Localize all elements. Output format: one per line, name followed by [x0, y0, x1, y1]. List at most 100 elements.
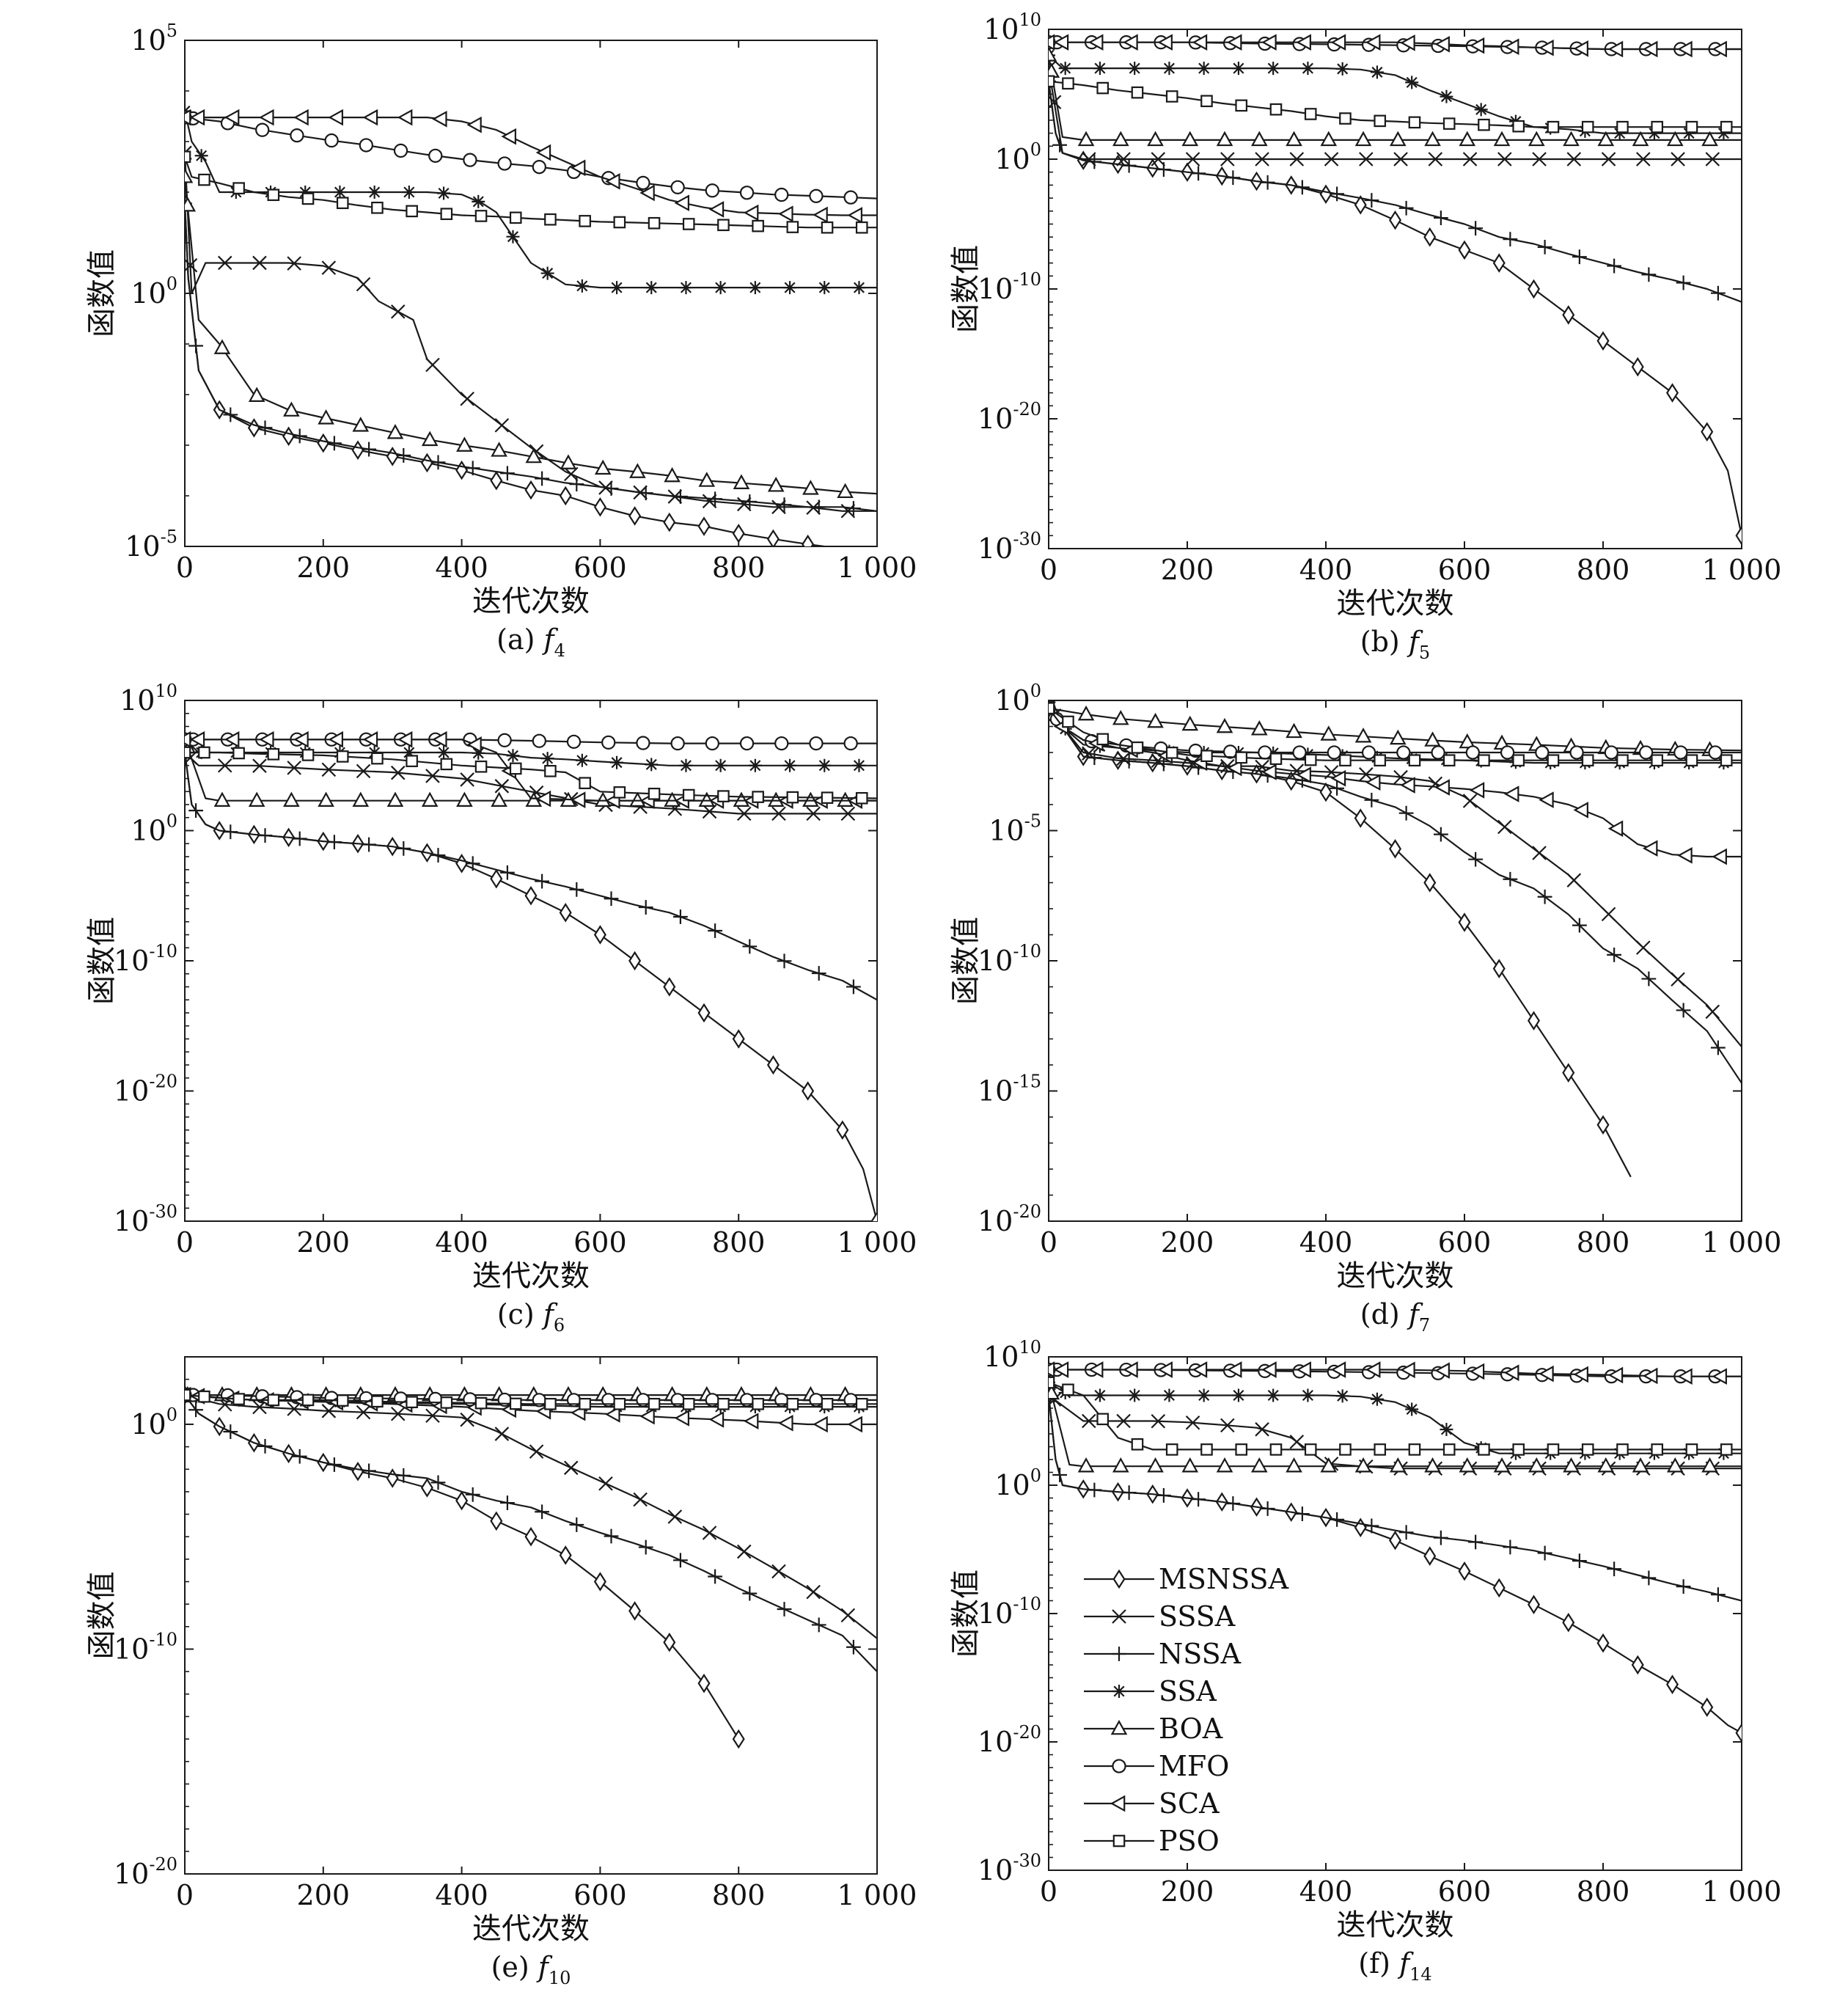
data-point-marker — [1398, 200, 1414, 216]
data-point-marker — [1231, 62, 1245, 76]
data-point-marker — [1604, 745, 1618, 760]
data-point-marker — [777, 497, 792, 513]
data-point-marker — [1292, 745, 1307, 760]
x-tick-label: 1 000 — [1702, 554, 1782, 586]
data-point-marker — [301, 192, 315, 205]
data-point-marker — [490, 1511, 503, 1531]
series-line — [1049, 708, 1742, 1047]
data-point-marker — [1389, 1457, 1407, 1473]
y-tick-label: 10-10 — [978, 941, 1041, 977]
data-point-marker — [1320, 725, 1338, 741]
data-point-marker — [1339, 1443, 1352, 1456]
data-point-marker — [1226, 34, 1242, 51]
data-point-marker — [708, 201, 725, 218]
data-point-marker — [1492, 959, 1506, 978]
data-point-marker — [1062, 77, 1074, 90]
y-axis-label: 函数值 — [949, 245, 983, 333]
data-point-marker — [1191, 1492, 1206, 1507]
data-point-marker — [1235, 1443, 1248, 1456]
data-point-marker — [1049, 1384, 1060, 1400]
x-tick-label: 0 — [176, 1879, 194, 1911]
data-point-marker — [636, 736, 650, 750]
data-point-marker — [1512, 120, 1525, 133]
x-tick-label: 0 — [176, 1226, 194, 1259]
data-point-marker — [333, 186, 347, 199]
data-point-marker — [1632, 131, 1649, 147]
y-tick-label: 10-15 — [978, 1072, 1041, 1107]
data-point-marker — [318, 791, 334, 807]
data-point-marker — [544, 1397, 557, 1410]
data-point-marker — [1370, 1392, 1384, 1406]
legend-label: MFO — [1159, 1750, 1229, 1782]
data-point-marker — [1547, 1443, 1560, 1456]
data-point-marker — [1304, 1443, 1317, 1456]
legend-label: MSNSSA — [1159, 1563, 1289, 1595]
data-point-marker — [1512, 1443, 1525, 1456]
data-point-marker — [802, 791, 819, 807]
data-point-marker — [1423, 873, 1437, 893]
data-point-marker — [717, 790, 730, 802]
data-point-marker — [786, 221, 799, 233]
data-point-marker — [1192, 1361, 1208, 1378]
data-point-marker — [1573, 40, 1588, 57]
data-point-marker — [1131, 1438, 1144, 1451]
legend-label: PSO — [1159, 1825, 1220, 1857]
data-point-marker — [604, 481, 619, 496]
data-point-marker — [1320, 131, 1338, 147]
data-point-marker — [1651, 754, 1664, 766]
data-point-marker — [1478, 1443, 1490, 1456]
data-point-marker — [1128, 62, 1142, 76]
data-point-marker — [1052, 137, 1068, 153]
data-point-marker — [674, 1410, 689, 1427]
data-point-marker — [396, 1468, 411, 1483]
data-point-marker — [1123, 1361, 1138, 1378]
data-point-marker — [1226, 1361, 1242, 1378]
data-point-marker — [1527, 279, 1541, 299]
data-point-marker — [390, 1406, 406, 1421]
legend-label: BOA — [1159, 1713, 1223, 1745]
data-point-marker — [328, 109, 343, 126]
y-tick-label: 10-10 — [978, 1594, 1041, 1630]
data-point-marker — [766, 1055, 780, 1075]
data-point-marker — [664, 791, 681, 807]
data-point-marker — [570, 791, 586, 808]
legend-marker — [1112, 1685, 1126, 1698]
data-point-marker — [1156, 162, 1171, 177]
legend-marker — [1110, 1719, 1128, 1735]
data-point-marker — [1563, 1457, 1580, 1473]
data-point-marker — [1294, 1506, 1310, 1521]
data-point-marker — [198, 1390, 210, 1403]
data-point-marker — [1400, 34, 1415, 51]
legend-marker — [1112, 1569, 1126, 1589]
data-point-marker — [752, 219, 764, 232]
series-mfo — [185, 110, 877, 205]
data-point-marker — [1121, 158, 1137, 173]
series-line — [185, 1394, 877, 1405]
data-point-marker — [733, 791, 750, 807]
data-point-marker — [1058, 62, 1072, 76]
legend-label: SCA — [1159, 1787, 1220, 1820]
data-point-marker — [491, 791, 507, 807]
data-point-marker — [198, 173, 210, 186]
data-point-marker — [456, 436, 473, 452]
data-point-marker — [406, 205, 418, 218]
data-point-marker — [494, 418, 510, 433]
data-point-marker — [1596, 1115, 1610, 1135]
data-point-marker — [506, 749, 520, 763]
series-boa — [1049, 46, 1742, 147]
data-point-marker — [1433, 827, 1448, 842]
data-point-marker — [1200, 750, 1213, 762]
y-axis-label: 函数值 — [85, 917, 119, 1005]
data-point-marker — [736, 497, 752, 512]
data-point-marker — [287, 256, 301, 271]
y-axis-label: 函数值 — [85, 249, 119, 337]
data-point-marker — [1537, 889, 1552, 904]
data-point-marker — [1335, 1389, 1349, 1403]
data-point-marker — [535, 144, 551, 161]
data-point-marker — [255, 122, 270, 137]
data-point-marker — [1665, 383, 1679, 403]
data-point-marker — [610, 281, 624, 295]
data-point-marker — [1261, 34, 1277, 51]
